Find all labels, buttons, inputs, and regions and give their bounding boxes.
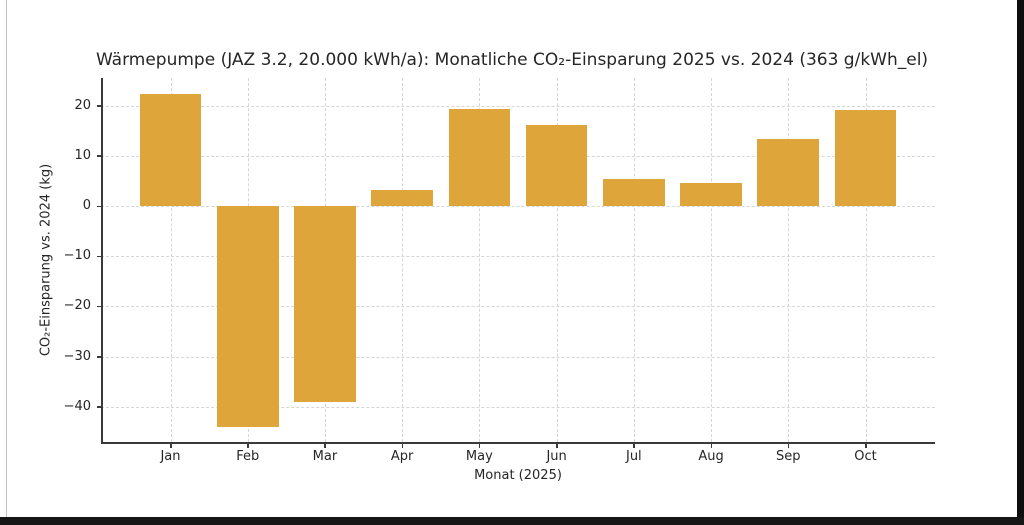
x-tick-label: May bbox=[465, 449, 493, 464]
gridline-horizontal bbox=[101, 306, 935, 308]
gridline-vertical bbox=[479, 78, 481, 442]
bar-jun bbox=[525, 125, 588, 207]
x-axis-label: Monat (2025) bbox=[474, 468, 562, 483]
bar-sep bbox=[757, 138, 820, 207]
x-tick-label: Sep bbox=[776, 449, 801, 464]
y-tick-mark bbox=[97, 255, 101, 258]
y-tick-mark bbox=[97, 305, 101, 308]
gridline-vertical bbox=[633, 78, 635, 442]
x-tick-mark bbox=[556, 443, 558, 448]
window-edge-bottom bbox=[0, 517, 1024, 525]
x-tick-mark bbox=[787, 443, 790, 448]
y-tick-mark bbox=[97, 105, 101, 107]
gridline-vertical bbox=[788, 78, 790, 442]
y-tick-mark bbox=[97, 356, 101, 358]
x-tick-mark bbox=[478, 443, 481, 448]
y-tick-label: −40 bbox=[63, 398, 91, 414]
x-tick-mark bbox=[401, 443, 404, 448]
window-border-left bbox=[6, 0, 7, 517]
x-tick-mark bbox=[633, 443, 635, 448]
gridline-horizontal bbox=[101, 256, 935, 258]
y-tick-label: −20 bbox=[63, 298, 91, 314]
bar-feb bbox=[216, 206, 279, 428]
x-tick-label: Jan bbox=[160, 449, 181, 464]
x-tick-label: Aug bbox=[698, 449, 724, 464]
x-tick-label: Jul bbox=[625, 449, 642, 464]
bar-may bbox=[448, 108, 511, 207]
x-tick-label: Oct bbox=[854, 449, 877, 464]
bar-jul bbox=[602, 178, 665, 207]
gridline-vertical bbox=[170, 78, 172, 442]
gridline-vertical bbox=[865, 78, 867, 442]
gridline-horizontal bbox=[101, 356, 935, 358]
gridline-horizontal bbox=[101, 105, 935, 107]
chart-title: Wärmepumpe (JAZ 3.2, 20.000 kWh/a): Mona… bbox=[95, 50, 929, 70]
bar-mar bbox=[294, 206, 356, 403]
y-tick-mark bbox=[97, 155, 101, 157]
x-axis-spine bbox=[101, 442, 935, 444]
bar-jan bbox=[139, 93, 202, 207]
y-tick-label: 20 bbox=[74, 97, 91, 113]
gridline-horizontal bbox=[101, 155, 935, 157]
y-tick-label: 0 bbox=[82, 198, 91, 214]
bar-oct bbox=[834, 109, 897, 207]
y-tick-mark bbox=[97, 406, 101, 408]
x-tick-label: Mar bbox=[312, 449, 338, 464]
y-tick-label: 10 bbox=[74, 147, 91, 163]
gridline-vertical bbox=[556, 78, 558, 442]
window-edge-right bbox=[1017, 0, 1024, 525]
gridline-horizontal bbox=[101, 406, 935, 408]
y-tick-label: −30 bbox=[63, 348, 91, 364]
gridline-vertical bbox=[711, 78, 713, 442]
x-tick-mark bbox=[247, 443, 249, 448]
x-tick-label: Feb bbox=[236, 449, 260, 464]
y-tick-mark bbox=[97, 205, 101, 208]
x-tick-mark bbox=[710, 443, 713, 448]
y-tick-label: −10 bbox=[63, 248, 91, 264]
y-axis-spine bbox=[101, 78, 103, 443]
gridline-horizontal bbox=[101, 206, 935, 208]
bar-apr bbox=[371, 190, 434, 207]
x-tick-mark bbox=[865, 443, 867, 448]
x-tick-label: Apr bbox=[390, 449, 414, 464]
gridline-vertical bbox=[402, 78, 404, 442]
x-tick-mark bbox=[324, 443, 326, 448]
x-tick-label: Jun bbox=[546, 449, 567, 464]
x-tick-mark bbox=[170, 443, 172, 448]
bar-aug bbox=[680, 182, 742, 207]
